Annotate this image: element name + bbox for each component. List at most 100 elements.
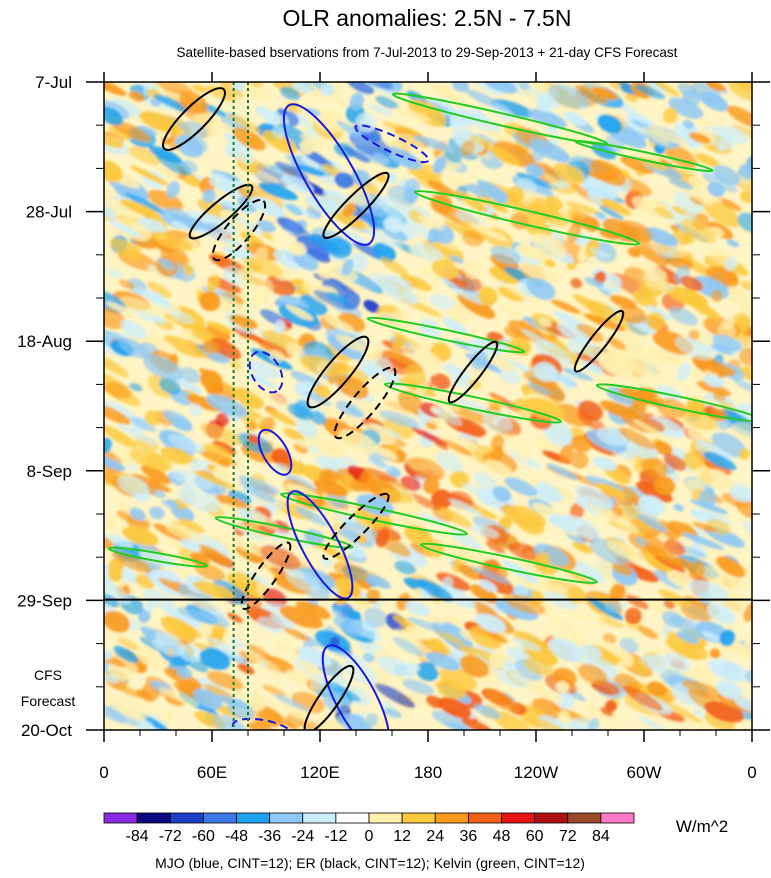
anomaly-cell: [400, 274, 432, 291]
anomaly-cell: [162, 606, 204, 629]
anomaly-cell: [104, 453, 126, 471]
anomaly-cell: [687, 428, 706, 441]
kelvin-contour: [107, 546, 209, 568]
anomaly-cell: [360, 357, 378, 378]
anomaly-cell: [339, 228, 370, 246]
anomaly-cell: [534, 340, 573, 367]
anomaly-cell: [406, 457, 445, 481]
anomaly-cell: [637, 715, 670, 730]
anomaly-cell: [688, 329, 700, 341]
anomaly-cell: [206, 222, 222, 233]
anomaly-cell: [418, 318, 442, 339]
anomaly-cell: [437, 697, 472, 719]
anomaly-cell: [558, 627, 590, 649]
anomaly-cell: [537, 581, 572, 599]
anomaly-cell: [549, 513, 576, 533]
anomaly-cell: [606, 337, 627, 351]
anomaly-cell: [367, 103, 394, 116]
anomaly-cell: [504, 326, 520, 339]
anomaly-cell: [686, 298, 721, 320]
anomaly-cell: [139, 111, 181, 133]
anomaly-cell: [149, 506, 165, 520]
anomaly-cell: [597, 352, 634, 378]
anomaly-cell: [674, 336, 714, 361]
anomaly-cell: [682, 90, 701, 106]
anomaly-cell: [416, 661, 439, 682]
anomaly-cell: [424, 611, 446, 625]
anomaly-cell: [589, 247, 610, 259]
anomaly-cell: [695, 153, 720, 167]
anomaly-cell: [544, 428, 574, 449]
anomaly-cell: [247, 644, 273, 662]
anomaly-cell: [184, 136, 208, 154]
anomaly-cell: [368, 455, 387, 468]
anomaly-cell: [620, 156, 656, 174]
anomaly-cell: [619, 305, 647, 324]
anomaly-cell: [470, 565, 511, 585]
anomaly-cell: [654, 207, 675, 220]
anomaly-cell: [682, 119, 694, 130]
anomaly-cell: [529, 138, 570, 162]
anomaly-cell: [294, 506, 329, 526]
anomaly-cell: [244, 571, 272, 587]
colorbar-swatch: [103, 812, 138, 824]
anomaly-cell: [598, 616, 625, 628]
colorbar-swatch: [335, 812, 370, 824]
anomaly-cell: [585, 704, 618, 723]
anomaly-cell: [665, 640, 700, 660]
anomaly-cell: [293, 400, 312, 419]
anomaly-cell: [703, 451, 737, 471]
anomaly-cell: [158, 258, 176, 271]
anomaly-cell: [191, 325, 211, 341]
anomaly-cell: [333, 615, 363, 635]
anomaly-cell: [623, 352, 663, 381]
anomaly-cell: [624, 607, 642, 625]
anomaly-cell: [433, 156, 447, 174]
anomaly-cell: [420, 267, 431, 278]
anomaly-cell: [408, 99, 447, 127]
anomaly-cell: [162, 410, 193, 430]
er-contour: [211, 198, 267, 262]
anomaly-cell: [619, 82, 637, 95]
anomaly-cell: [375, 529, 390, 548]
anomaly-cell: [325, 291, 349, 305]
anomaly-cell: [602, 633, 617, 645]
anomaly-cell: [205, 394, 248, 418]
anomaly-cell: [125, 193, 166, 215]
anomaly-cell: [239, 231, 264, 246]
anomaly-cell: [563, 111, 587, 126]
anomaly-cell: [570, 451, 589, 469]
anomaly-cell: [180, 367, 201, 384]
anomaly-cell: [561, 514, 601, 540]
anomaly-cell: [260, 230, 274, 241]
anomaly-cell: [654, 440, 673, 456]
x-tick-label: 120E: [300, 763, 340, 782]
anomaly-cell: [381, 701, 394, 711]
anomaly-cell: [590, 159, 626, 187]
anomaly-cell: [562, 373, 577, 391]
anomaly-cell: [701, 173, 738, 193]
anomaly-cell: [120, 320, 147, 339]
anomaly-cell: [403, 365, 426, 385]
axis-ticks: [86, 72, 770, 742]
anomaly-cell: [646, 681, 667, 697]
anomaly-cell: [119, 199, 162, 220]
anomaly-cell: [740, 366, 752, 381]
anomaly-cell: [630, 503, 663, 524]
anomaly-cell: [638, 495, 665, 516]
colorbar-swatch: [467, 812, 502, 824]
anomaly-cell: [199, 648, 231, 671]
anomaly-cell: [525, 164, 544, 178]
anomaly-cell: [499, 304, 522, 319]
anomaly-cell: [483, 411, 513, 434]
anomaly-cell: [432, 392, 460, 412]
anomaly-cell: [385, 146, 422, 170]
anomaly-cell: [106, 534, 134, 549]
x-tick-label: 180: [414, 763, 442, 782]
anomaly-cell: [503, 505, 546, 529]
anomaly-cell: [450, 405, 493, 425]
anomaly-cell: [625, 594, 649, 610]
anomaly-cell: [430, 194, 453, 214]
anomaly-cell: [729, 483, 752, 503]
anomaly-cell: [104, 649, 113, 660]
